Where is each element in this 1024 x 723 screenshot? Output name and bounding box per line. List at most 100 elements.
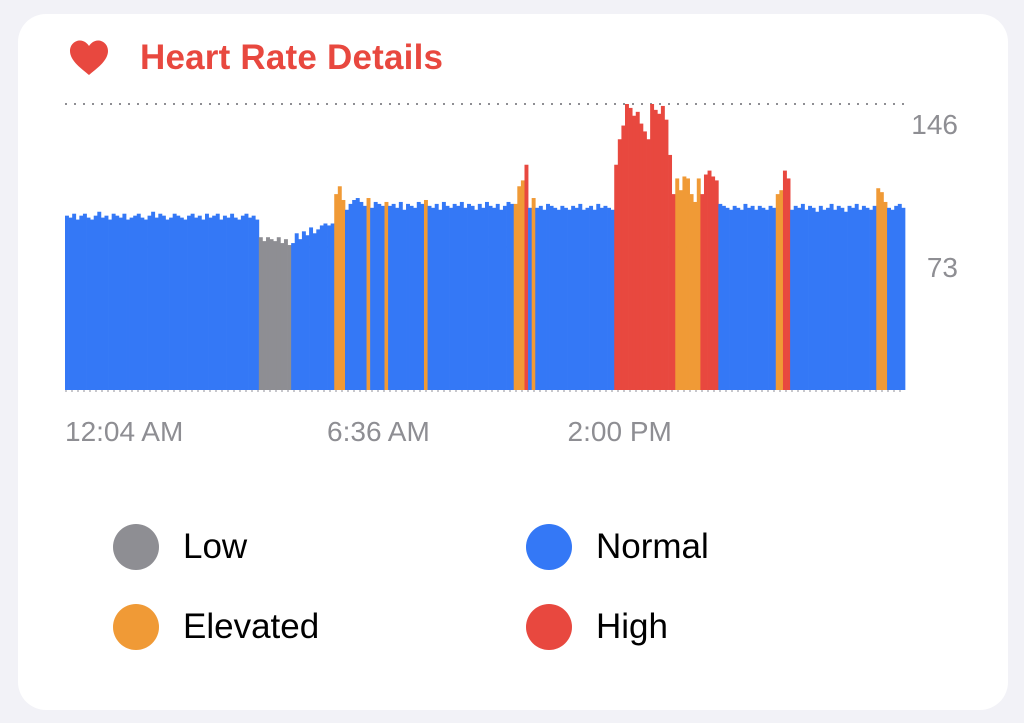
chart-bar-normal [402, 209, 407, 390]
chart-bar-normal [459, 201, 464, 390]
chart-bar-normal [538, 205, 543, 390]
chart-bar-normal [768, 205, 773, 390]
chart-bar-normal [345, 209, 349, 390]
chart-bar-elevated [696, 178, 701, 390]
chart-bar-normal [187, 215, 191, 390]
chart-bar-high [700, 194, 705, 390]
chart-bar-high [711, 176, 716, 390]
chart-bar-normal [406, 203, 410, 390]
chart-bar-normal [316, 229, 321, 390]
chart-bar-normal [495, 203, 500, 390]
chart-bar-high [524, 164, 529, 390]
chart-bar-normal [373, 201, 378, 390]
chart-bar-normal [894, 205, 899, 390]
chart-bar-low [283, 239, 288, 390]
chart-bar-normal [506, 201, 511, 390]
chart-bar-normal [718, 203, 723, 390]
chart-bar-high [660, 105, 665, 391]
chart-bar-normal [370, 207, 375, 390]
chart-bar-normal [194, 217, 199, 390]
chart-bar-normal [312, 233, 317, 390]
chart-bar-normal [179, 217, 184, 390]
chart-bar-normal [546, 203, 550, 390]
chart-bar-elevated [366, 198, 371, 390]
chart-bar-normal [463, 207, 468, 390]
chart-bar-elevated [689, 194, 694, 390]
chart-bar-normal [585, 207, 590, 390]
x-tick-label: 2:00 PM [568, 416, 672, 447]
chart-bar-elevated [775, 194, 780, 390]
chart-bar-normal [65, 215, 69, 390]
chart-bar-normal [456, 205, 461, 390]
chart-bar-normal [818, 205, 823, 390]
chart-bar-normal [244, 213, 249, 390]
chart-bar-normal [82, 213, 87, 390]
chart-bar-normal [380, 205, 385, 390]
chart-bar-normal [398, 201, 403, 390]
chart-bar-normal [861, 205, 866, 390]
chart-bar-normal [161, 215, 166, 390]
chart-bar-normal [599, 207, 604, 390]
chart-bar-normal [470, 205, 475, 390]
chart-bar-normal [592, 209, 597, 390]
y-tick-label-146: 146 [911, 109, 958, 140]
chart-bar-high [617, 139, 622, 390]
chart-bar-normal [377, 203, 382, 390]
chart-bar-normal [319, 225, 324, 390]
chart-bar-high [786, 178, 791, 390]
legend-label-elevated: Elevated [183, 607, 320, 646]
chart-bar-normal [104, 215, 109, 390]
chart-bar-normal [804, 209, 809, 390]
chart-bar-normal [549, 205, 554, 390]
chart-bar-normal [355, 198, 360, 390]
chart-bar-normal [560, 205, 565, 390]
chart-bar-normal [571, 205, 576, 390]
chart-bar-normal [596, 203, 601, 390]
chart-bar-normal [359, 201, 364, 390]
chart-bar-normal [240, 215, 245, 390]
chart-bar-low [269, 239, 274, 390]
legend-item-low: Low [113, 523, 247, 571]
chart-bar-elevated [675, 178, 680, 390]
chart-bar-normal [434, 203, 439, 390]
chart-bar-normal [431, 207, 436, 390]
legend-dot-high [526, 604, 572, 650]
chart-bar-normal [327, 225, 331, 390]
chart-bar-high [668, 154, 673, 390]
chart-bar-high [671, 194, 676, 390]
chart-bar-normal [567, 209, 572, 390]
chart-bar-normal [97, 211, 102, 390]
chart-bar-normal [75, 219, 80, 390]
legend-label-low: Low [183, 527, 248, 566]
chart-bar-normal [865, 207, 870, 390]
chart-bar-normal [890, 209, 895, 390]
chart-bar-normal [416, 201, 421, 390]
chart-bar-normal [441, 201, 446, 390]
chart-bar-high [625, 104, 629, 390]
chart-bar-elevated [883, 201, 888, 390]
chart-bar-normal [115, 215, 120, 390]
chart-bar-normal [348, 203, 353, 390]
card-header: Heart Rate Details [68, 36, 443, 80]
chart-bar-normal [298, 239, 303, 390]
chart-bar-normal [481, 207, 486, 390]
chart-bar-normal [488, 205, 493, 390]
chart-bar-normal [872, 205, 877, 390]
chart-bar-normal [732, 205, 737, 390]
chart-bar-normal [129, 217, 134, 390]
x-tick-label: 12:04 AM [65, 416, 183, 447]
chart-bar-elevated [879, 192, 884, 390]
legend-dot-elevated [113, 604, 159, 650]
chart-bar-normal [765, 209, 769, 390]
chart-bar-elevated [531, 198, 536, 390]
chart-bar-normal [151, 211, 156, 390]
chart-bar-normal [118, 217, 123, 390]
chart-bar-normal [330, 223, 335, 390]
chart-bar-normal [309, 227, 314, 390]
chart-bar-normal [226, 217, 231, 390]
chart-bar-low [287, 245, 292, 390]
chart-bar-normal [420, 203, 425, 390]
chart-bar-normal [222, 215, 227, 390]
chart-bar-normal [133, 215, 138, 390]
chart-bar-normal [721, 205, 726, 390]
